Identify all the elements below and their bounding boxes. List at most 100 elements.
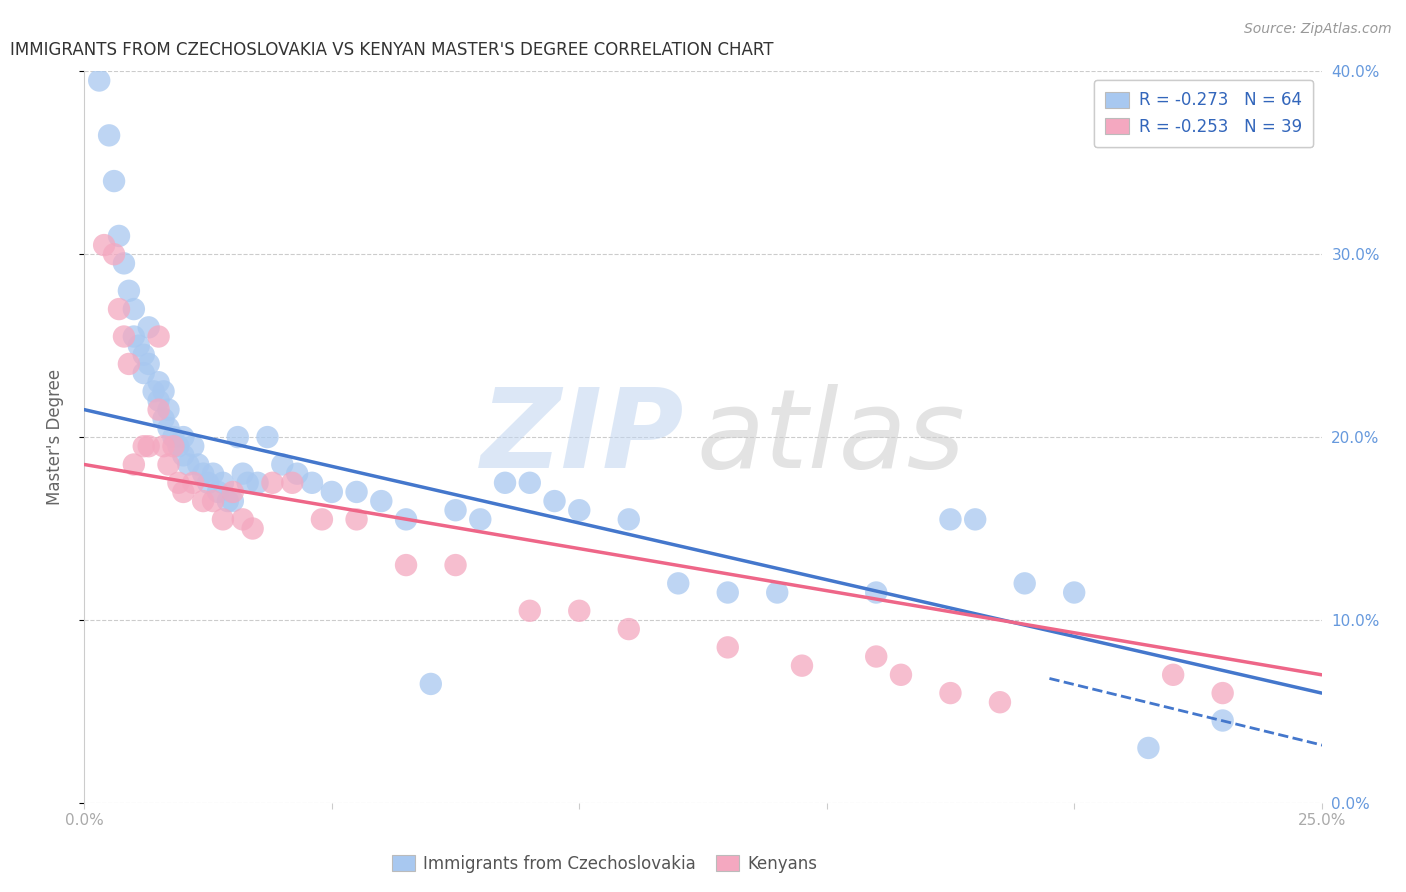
Point — [271, 458, 294, 472]
Point — [568, 503, 591, 517]
Point — [232, 512, 254, 526]
Point — [202, 467, 225, 481]
Y-axis label: Master's Degree: Master's Degree — [45, 369, 63, 505]
Point — [285, 467, 308, 481]
Point — [965, 512, 987, 526]
Point — [370, 494, 392, 508]
Point — [236, 475, 259, 490]
Legend: R = -0.273   N = 64, R = -0.253   N = 39: R = -0.273 N = 64, R = -0.253 N = 39 — [1094, 79, 1313, 147]
Point — [128, 338, 150, 352]
Point — [988, 695, 1011, 709]
Point — [172, 449, 194, 463]
Point — [242, 521, 264, 535]
Point — [232, 467, 254, 481]
Point — [132, 366, 155, 380]
Point — [1212, 686, 1234, 700]
Point — [790, 658, 813, 673]
Point — [543, 494, 565, 508]
Point — [346, 512, 368, 526]
Point — [132, 439, 155, 453]
Point — [1063, 585, 1085, 599]
Point — [470, 512, 492, 526]
Point — [766, 585, 789, 599]
Point — [108, 301, 131, 317]
Point — [162, 439, 184, 453]
Point — [1014, 576, 1036, 591]
Point — [568, 604, 591, 618]
Point — [152, 439, 174, 453]
Point — [444, 558, 467, 573]
Point — [311, 512, 333, 526]
Point — [494, 475, 516, 490]
Point — [112, 329, 135, 343]
Point — [301, 475, 323, 490]
Point — [122, 329, 145, 343]
Point — [222, 485, 245, 500]
Point — [1137, 740, 1160, 755]
Point — [138, 439, 160, 453]
Point — [256, 430, 278, 444]
Point — [246, 475, 269, 490]
Point — [519, 604, 541, 618]
Point — [181, 439, 204, 453]
Point — [666, 576, 689, 591]
Point — [148, 402, 170, 417]
Point — [138, 320, 160, 334]
Point — [207, 485, 229, 500]
Point — [148, 393, 170, 408]
Point — [217, 494, 239, 508]
Point — [152, 412, 174, 426]
Point — [172, 485, 194, 500]
Legend: Immigrants from Czechoslovakia, Kenyans: Immigrants from Czechoslovakia, Kenyans — [385, 848, 824, 880]
Point — [122, 301, 145, 317]
Point — [177, 458, 200, 472]
Text: Source: ZipAtlas.com: Source: ZipAtlas.com — [1244, 22, 1392, 37]
Point — [222, 494, 245, 508]
Point — [1161, 667, 1184, 681]
Point — [939, 512, 962, 526]
Point — [890, 667, 912, 681]
Point — [1212, 714, 1234, 728]
Point — [197, 475, 219, 490]
Point — [865, 649, 887, 664]
Point — [172, 430, 194, 444]
Point — [191, 467, 214, 481]
Point — [142, 384, 165, 399]
Point — [93, 238, 115, 252]
Text: atlas: atlas — [697, 384, 966, 491]
Point — [617, 622, 640, 636]
Point — [112, 256, 135, 270]
Point — [157, 421, 180, 435]
Point — [191, 494, 214, 508]
Point — [346, 485, 368, 500]
Point — [98, 128, 121, 143]
Point — [157, 402, 180, 417]
Point — [419, 677, 441, 691]
Point — [157, 458, 180, 472]
Point — [281, 475, 304, 490]
Point — [519, 475, 541, 490]
Point — [152, 384, 174, 399]
Point — [865, 585, 887, 599]
Point — [138, 357, 160, 371]
Text: ZIP: ZIP — [481, 384, 685, 491]
Point — [89, 73, 111, 87]
Point — [395, 558, 418, 573]
Point — [617, 512, 640, 526]
Point — [212, 512, 235, 526]
Point — [181, 475, 204, 490]
Point — [122, 458, 145, 472]
Point — [717, 585, 740, 599]
Point — [103, 247, 125, 261]
Text: IMMIGRANTS FROM CZECHOSLOVAKIA VS KENYAN MASTER'S DEGREE CORRELATION CHART: IMMIGRANTS FROM CZECHOSLOVAKIA VS KENYAN… — [10, 41, 773, 59]
Point — [212, 475, 235, 490]
Point — [162, 430, 184, 444]
Point — [148, 329, 170, 343]
Point — [118, 357, 141, 371]
Point — [395, 512, 418, 526]
Point — [148, 376, 170, 390]
Point — [321, 485, 343, 500]
Point — [103, 174, 125, 188]
Point — [167, 475, 190, 490]
Point — [717, 640, 740, 655]
